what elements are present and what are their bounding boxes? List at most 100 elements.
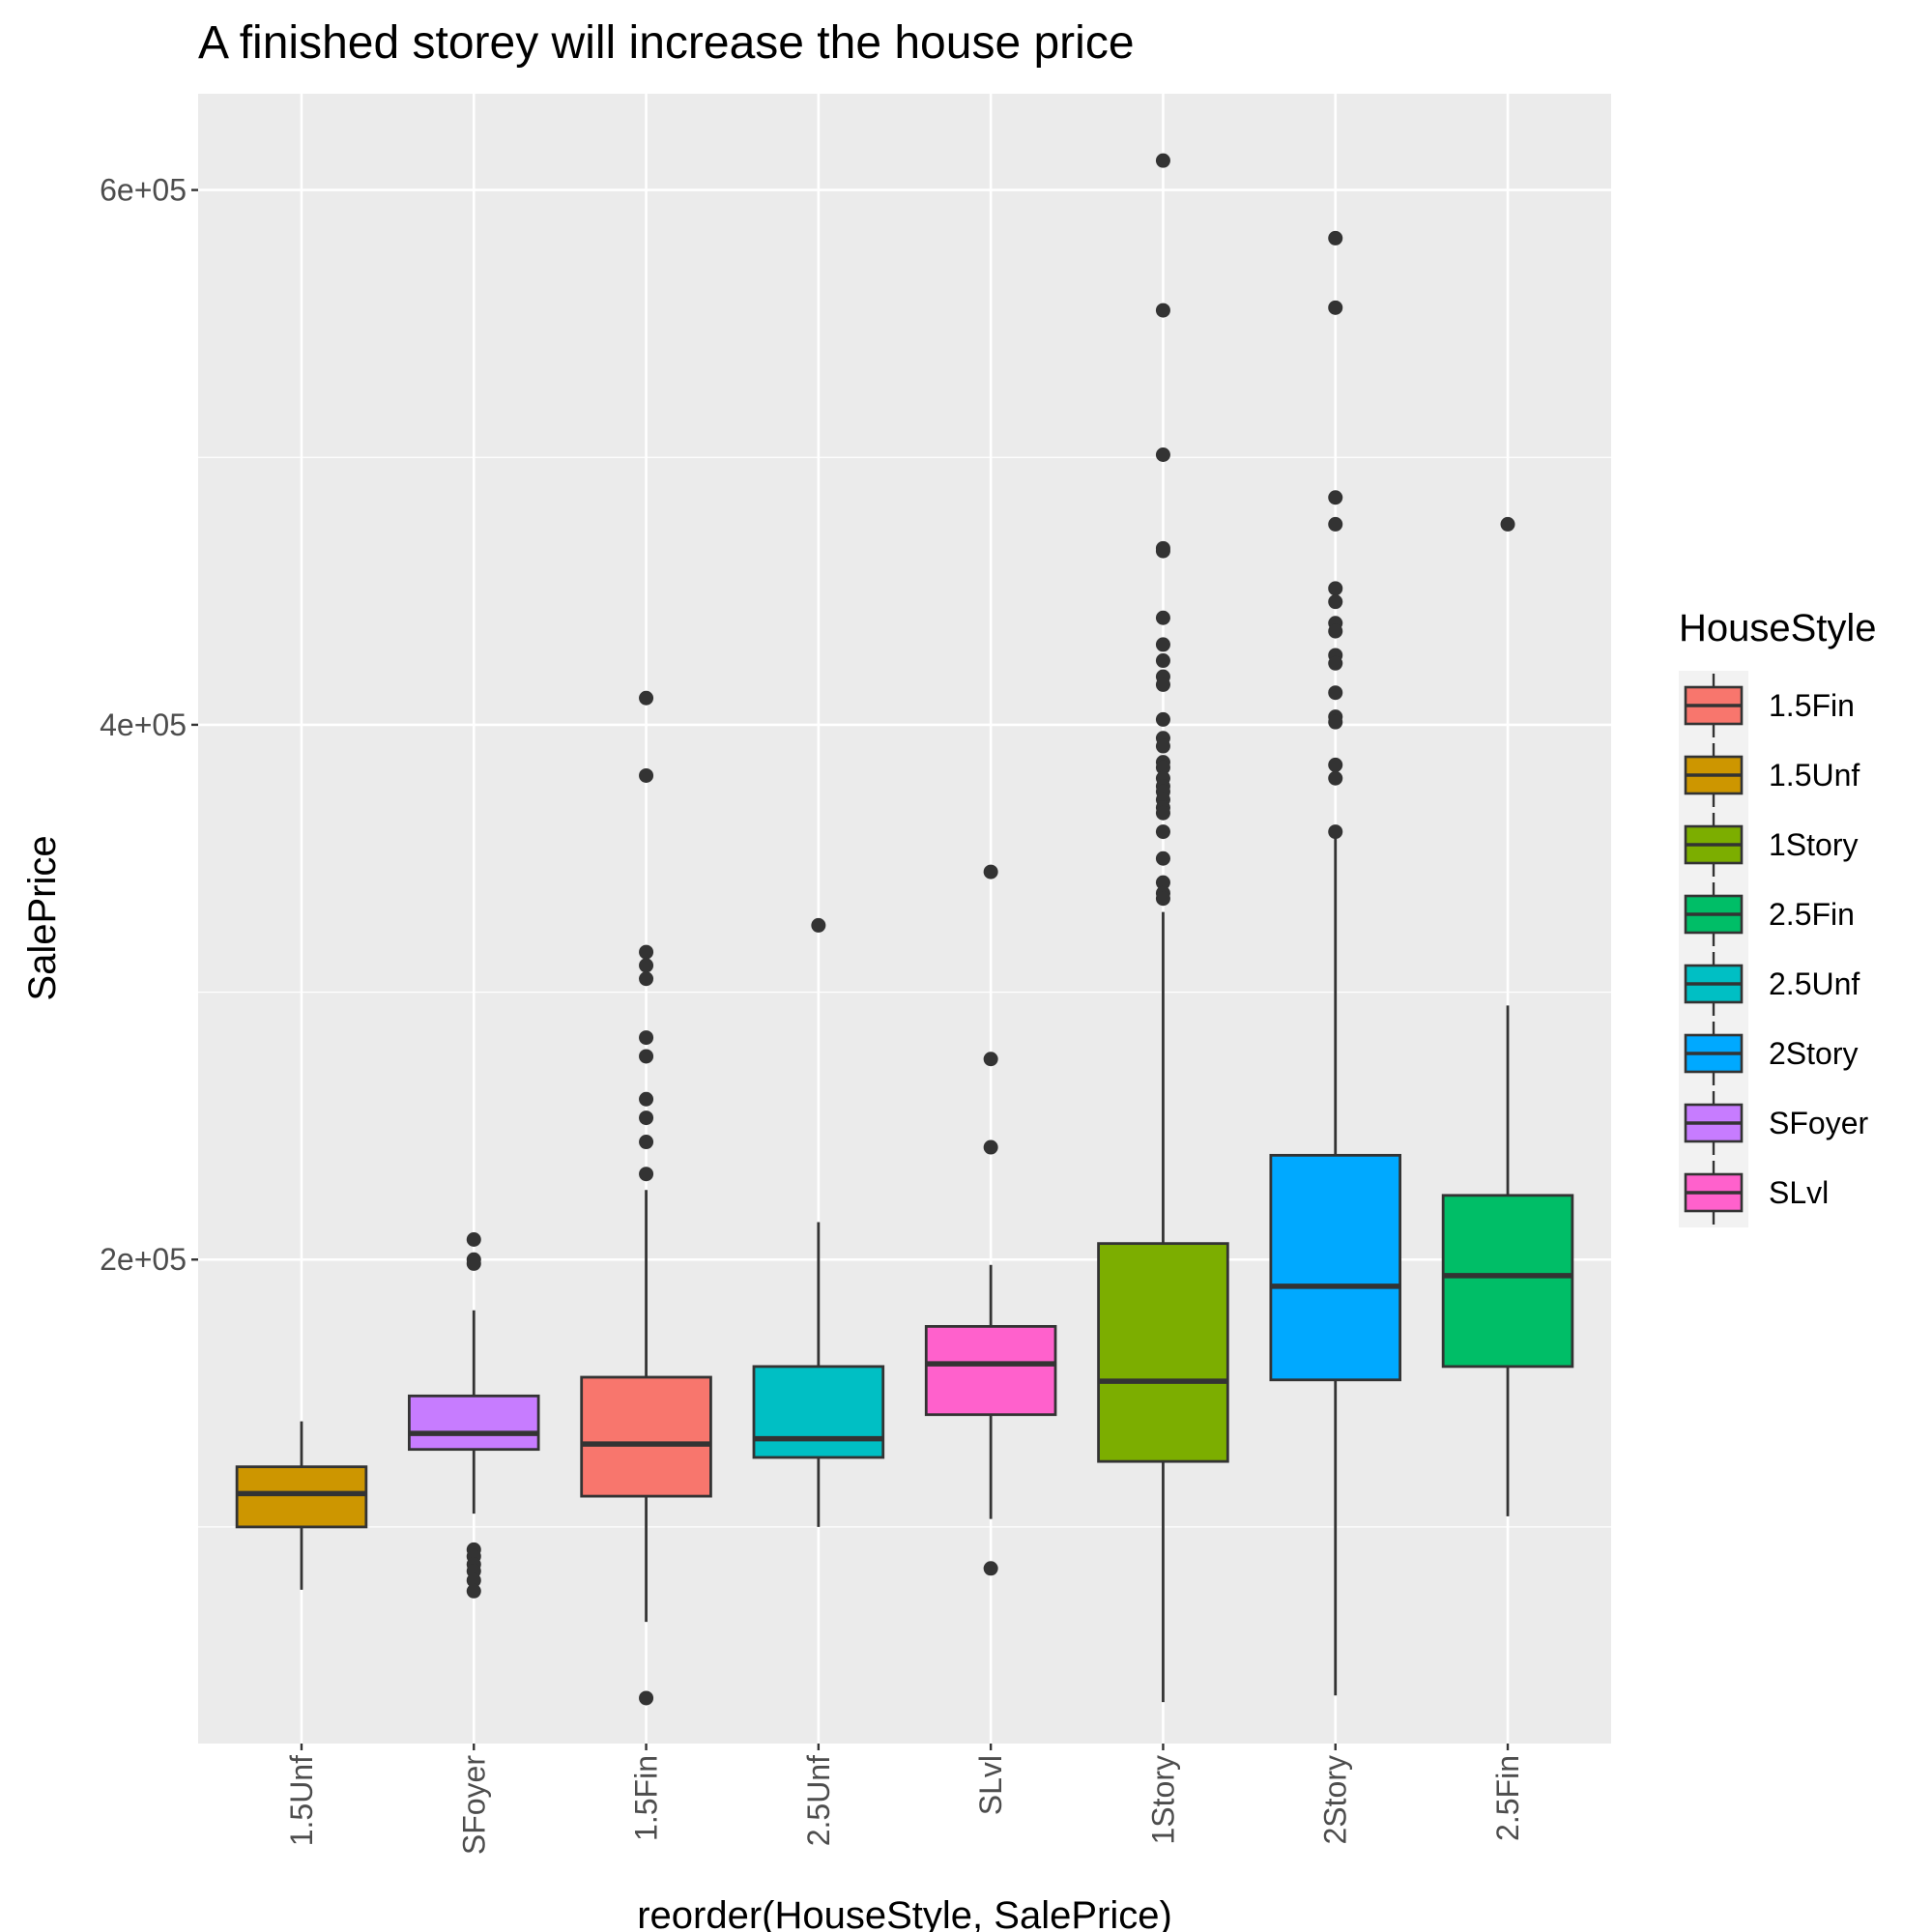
- outlier-point: [639, 1030, 654, 1046]
- outlier-point: [1155, 711, 1170, 727]
- y-tick-label: 4e+05: [100, 707, 187, 742]
- outlier-point: [1155, 303, 1170, 318]
- y-axis: 2e+05 4e+05 6e+05: [100, 173, 198, 1277]
- outlier-point: [1155, 891, 1170, 907]
- legend-label: SLvl: [1769, 1175, 1829, 1210]
- legend-item-SLvl: SLvl: [1684, 1161, 1829, 1225]
- outlier-point: [983, 1139, 998, 1155]
- x-tick-label: 2.5Unf: [801, 1755, 836, 1846]
- x-tick-label: 2.5Fin: [1490, 1755, 1525, 1841]
- box-body: [408, 1394, 540, 1452]
- box-body: [580, 1375, 712, 1498]
- outlier-point: [1328, 824, 1343, 840]
- outlier-point: [1155, 805, 1170, 821]
- outlier-point: [1155, 637, 1170, 652]
- x-tick-label: 2Story: [1318, 1755, 1353, 1844]
- outlier-point: [466, 1231, 481, 1247]
- box-body: [1441, 1194, 1574, 1369]
- outlier-point: [639, 1167, 654, 1182]
- outlier-point: [1328, 714, 1343, 730]
- legend-label: 1Story: [1769, 827, 1858, 862]
- outlier-point: [1328, 757, 1343, 772]
- box-1Story: [1097, 153, 1229, 1703]
- outlier-point: [1328, 623, 1343, 639]
- outlier-point: [1155, 760, 1170, 775]
- outlier-point: [1328, 655, 1343, 671]
- y-axis-title: SalePrice: [21, 835, 64, 1000]
- outlier-point: [1328, 594, 1343, 610]
- outlier-point: [1155, 824, 1170, 840]
- outlier-point: [639, 971, 654, 987]
- box-SLvl: [924, 864, 1057, 1576]
- legend-title: HouseStyle: [1679, 607, 1877, 649]
- x-axis: 1.5Unf SFoyer 1.5Fin 2.5Unf SLvl 1Story 2Story…: [284, 1744, 1525, 1855]
- x-tick-label: 1Story: [1145, 1755, 1180, 1844]
- outlier-point: [639, 944, 654, 960]
- legend: 1.5Fin 1.5Unf 1Story 2.5Fin 2.5Unf 2Story SFoy…: [1679, 671, 1868, 1227]
- outlier-point: [983, 864, 998, 879]
- outlier-point: [639, 1091, 654, 1107]
- x-tick-label: 1.5Unf: [284, 1755, 319, 1846]
- outlier-point: [1155, 153, 1170, 168]
- x-axis-title: reorder(HouseStyle, SalePrice): [637, 1894, 1172, 1932]
- outlier-point: [639, 1690, 654, 1706]
- outlier-point: [983, 1561, 998, 1576]
- outlier-point: [466, 1255, 481, 1271]
- legend-label: 2.5Unf: [1769, 966, 1860, 1001]
- outlier-point: [1155, 610, 1170, 625]
- box-1.5Unf: [235, 1421, 368, 1590]
- legend-label: 1.5Unf: [1769, 758, 1860, 793]
- y-tick-label: 6e+05: [100, 173, 187, 208]
- outlier-point: [1328, 516, 1343, 532]
- outlier-point: [639, 690, 654, 706]
- outlier-point: [1328, 490, 1343, 505]
- outlier-point: [1155, 653, 1170, 669]
- box-body: [924, 1325, 1057, 1417]
- x-tick-label: SFoyer: [456, 1755, 491, 1855]
- legend-label: 2.5Fin: [1769, 897, 1855, 932]
- legend-item-2Story: 2Story: [1684, 1022, 1858, 1085]
- legend-item-SFoyer: SFoyer: [1684, 1091, 1868, 1155]
- outlier-point: [1500, 516, 1515, 532]
- legend-label: 2Story: [1769, 1036, 1858, 1071]
- box-body: [752, 1365, 885, 1459]
- outlier-point: [1328, 581, 1343, 596]
- box-body: [1097, 1242, 1229, 1463]
- box-2Story: [1269, 230, 1401, 1696]
- chart-title: A finished storey will increase the hous…: [198, 17, 1135, 69]
- outlier-point: [639, 1135, 654, 1150]
- outlier-point: [466, 1572, 481, 1588]
- legend-label: SFoyer: [1769, 1106, 1868, 1140]
- outlier-point: [1328, 770, 1343, 786]
- legend-item-2.5Fin: 2.5Fin: [1684, 882, 1855, 946]
- box-2.5Fin: [1441, 516, 1574, 1516]
- box-series: [235, 153, 1574, 1706]
- minor-gridlines: [198, 456, 1611, 1528]
- box-1.5Fin: [580, 690, 712, 1706]
- outlier-point: [1155, 875, 1170, 890]
- x-tick-label: 1.5Fin: [629, 1755, 664, 1841]
- outlier-point: [1155, 677, 1170, 692]
- plot-panel: [198, 94, 1611, 1744]
- y-tick-label: 2e+05: [100, 1242, 187, 1277]
- outlier-point: [639, 1110, 654, 1126]
- outlier-point: [639, 958, 654, 973]
- legend-item-1.5Fin: 1.5Fin: [1684, 674, 1855, 737]
- x-tick-label: SLvl: [973, 1755, 1008, 1815]
- outlier-point: [1155, 543, 1170, 559]
- outlier-point: [466, 1583, 481, 1599]
- outlier-point: [1328, 685, 1343, 701]
- outlier-point: [639, 1049, 654, 1064]
- outlier-point: [1155, 738, 1170, 754]
- legend-item-1.5Unf: 1.5Unf: [1684, 743, 1860, 807]
- box-body: [1269, 1153, 1401, 1382]
- box-SFoyer: [408, 1231, 540, 1599]
- outlier-point: [811, 917, 826, 933]
- legend-item-2.5Unf: 2.5Unf: [1684, 952, 1860, 1016]
- box-body: [235, 1465, 368, 1529]
- outlier-point: [1328, 300, 1343, 315]
- outlier-point: [1155, 447, 1170, 462]
- outlier-point: [639, 767, 654, 783]
- outlier-point: [1155, 851, 1170, 866]
